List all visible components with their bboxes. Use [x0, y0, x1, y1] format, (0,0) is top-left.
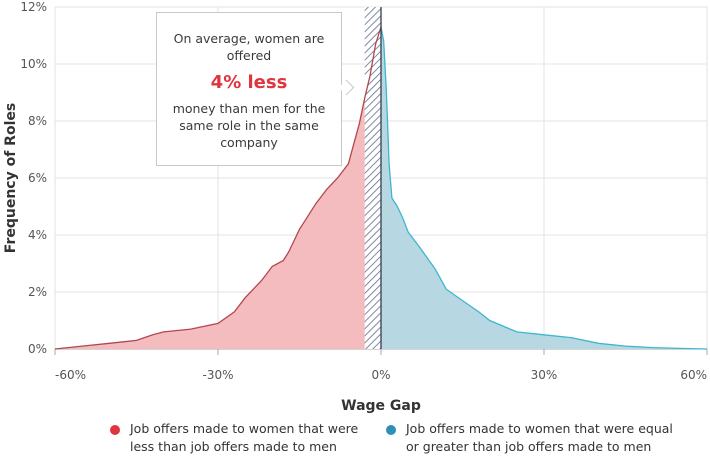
y-tick-label: 0% — [28, 342, 47, 356]
line-less-than-men — [54, 26, 382, 350]
annotation-callout: On average, women are offered 4% less mo… — [156, 12, 342, 166]
area-equal-or-greater — [381, 26, 707, 350]
callout-line1: On average, women are offered — [173, 31, 325, 63]
y-tick-label: 6% — [28, 171, 47, 185]
line-equal-or-greater — [380, 26, 708, 350]
x-tick-label: 0% — [371, 368, 390, 382]
legend-label-less: Job offers made to women that were less … — [130, 421, 359, 454]
y-tick-label: 10% — [20, 57, 47, 71]
legend-label-greater: Job offers made to women that were equal… — [406, 421, 673, 454]
callout-highlight: 4% less — [210, 72, 288, 93]
hatched-band-upper — [364, 7, 381, 76]
x-tick-label: 30% — [531, 368, 558, 382]
area-less-than-men — [55, 26, 381, 350]
legend-item-greater: Job offers made to women that were equal… — [386, 420, 676, 456]
y-tick-label: 2% — [28, 285, 47, 299]
y-tick-label: 12% — [20, 0, 47, 14]
x-axis-title: Wage Gap — [341, 398, 421, 414]
hatched-region — [364, 26, 381, 350]
x-tick-label: -30% — [202, 368, 233, 382]
legend-dot-greater — [386, 425, 396, 435]
callout-line2: money than men for the same role in the … — [172, 101, 326, 150]
y-tick-label: 4% — [28, 228, 47, 242]
legend-dot-less — [110, 425, 120, 435]
x-tick-label: 60% — [680, 368, 707, 382]
x-tick-label: -60% — [55, 368, 86, 382]
legend-item-less: Job offers made to women that were less … — [110, 420, 360, 456]
y-tick-label: 8% — [28, 114, 47, 128]
y-axis-title: Frequency of Roles — [3, 103, 19, 253]
